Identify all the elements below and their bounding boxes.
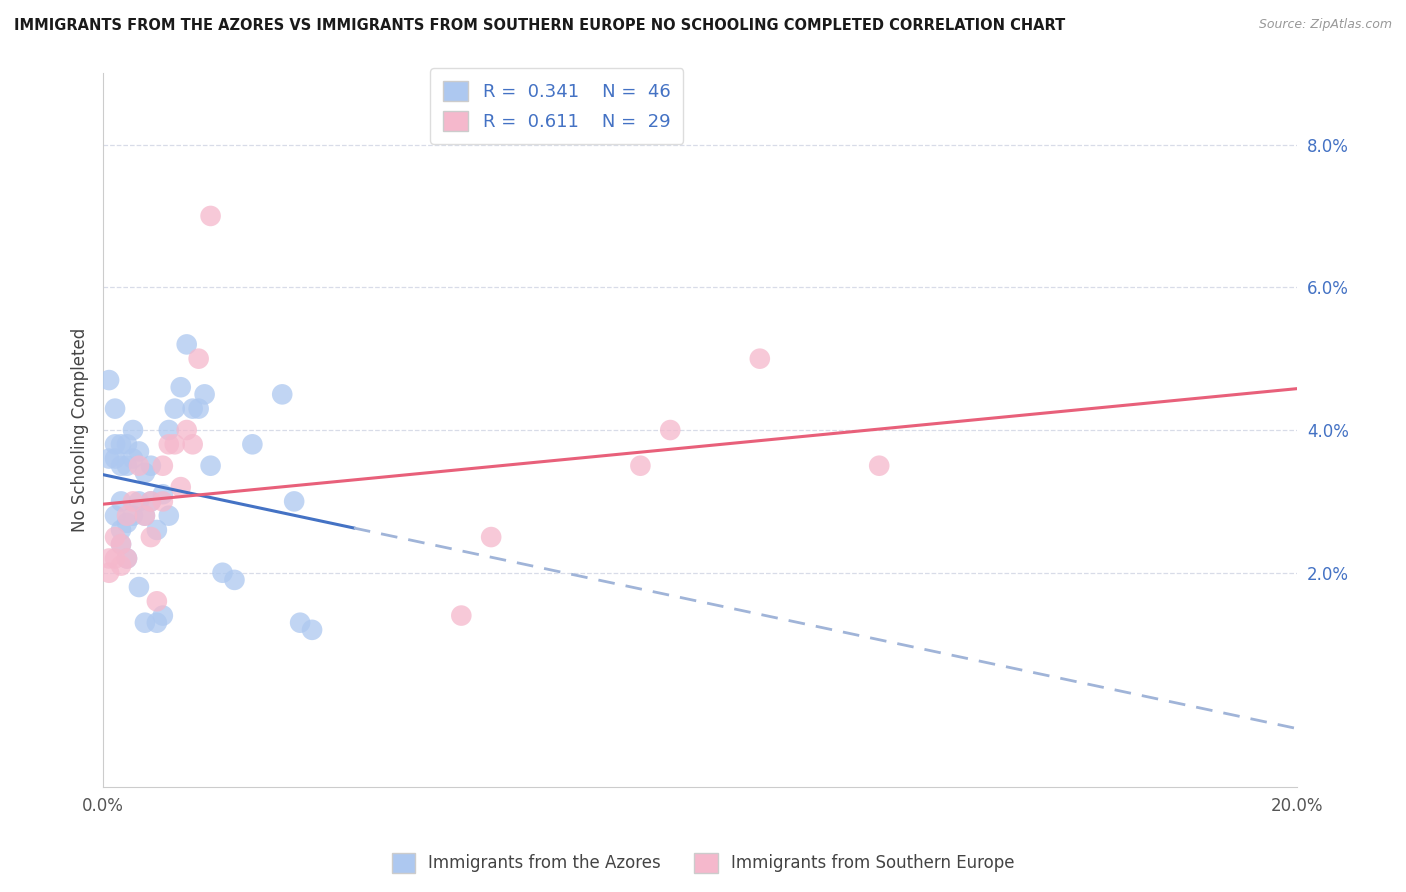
Point: [104, 551, 127, 566]
Point: [176, 423, 198, 437]
Point: [122, 423, 145, 437]
Point: [104, 508, 127, 523]
Point: [122, 508, 145, 523]
Text: IMMIGRANTS FROM THE AZORES VS IMMIGRANTS FROM SOUTHERN EUROPE NO SCHOOLING COMPL: IMMIGRANTS FROM THE AZORES VS IMMIGRANTS…: [14, 18, 1066, 33]
Point: [659, 423, 682, 437]
Point: [181, 437, 204, 451]
Point: [157, 508, 180, 523]
Point: [122, 451, 145, 466]
Point: [110, 523, 132, 537]
Point: [128, 580, 150, 594]
Point: [110, 558, 132, 573]
Point: [134, 508, 156, 523]
Point: [98, 566, 121, 580]
Point: [115, 437, 138, 451]
Point: [200, 458, 222, 473]
Point: [163, 401, 186, 416]
Point: [152, 608, 174, 623]
Point: [98, 551, 121, 566]
Point: [152, 494, 174, 508]
Point: [450, 608, 472, 623]
Point: [139, 494, 162, 508]
Point: [146, 615, 169, 630]
Point: [134, 466, 156, 480]
Point: [194, 387, 217, 401]
Point: [748, 351, 770, 366]
Point: [187, 401, 209, 416]
Text: Source: ZipAtlas.com: Source: ZipAtlas.com: [1258, 18, 1392, 31]
Point: [152, 487, 174, 501]
Point: [163, 437, 186, 451]
Point: [176, 337, 198, 351]
Point: [200, 209, 222, 223]
Point: [187, 351, 209, 366]
Point: [128, 494, 150, 508]
Point: [104, 530, 127, 544]
Point: [110, 458, 132, 473]
Point: [110, 437, 132, 451]
Point: [628, 458, 651, 473]
Point: [211, 566, 233, 580]
Point: [104, 401, 127, 416]
Point: [240, 437, 263, 451]
Point: [224, 573, 246, 587]
Point: [288, 615, 311, 630]
Point: [128, 444, 150, 458]
Point: [134, 508, 156, 523]
Point: [146, 523, 169, 537]
Point: [139, 530, 162, 544]
Legend: R =  0.341    N =  46, R =  0.611    N =  29: R = 0.341 N = 46, R = 0.611 N = 29: [430, 68, 683, 144]
Point: [139, 458, 162, 473]
Point: [146, 594, 169, 608]
Point: [115, 516, 138, 530]
Y-axis label: No Schooling Completed: No Schooling Completed: [72, 328, 89, 533]
Legend: Immigrants from the Azores, Immigrants from Southern Europe: Immigrants from the Azores, Immigrants f…: [385, 847, 1021, 880]
Point: [110, 537, 132, 551]
Point: [104, 437, 127, 451]
Point: [139, 494, 162, 508]
Point: [134, 615, 156, 630]
Point: [152, 458, 174, 473]
Point: [283, 494, 305, 508]
Point: [479, 530, 502, 544]
Point: [110, 494, 132, 508]
Point: [115, 458, 138, 473]
Point: [98, 451, 121, 466]
Point: [868, 458, 890, 473]
Point: [122, 494, 145, 508]
Point: [170, 380, 193, 394]
Point: [181, 401, 204, 416]
Point: [115, 508, 138, 523]
Point: [271, 387, 294, 401]
Point: [157, 437, 180, 451]
Point: [110, 537, 132, 551]
Point: [104, 451, 127, 466]
Point: [115, 551, 138, 566]
Point: [128, 458, 150, 473]
Point: [170, 480, 193, 494]
Point: [98, 373, 121, 387]
Point: [157, 423, 180, 437]
Point: [115, 551, 138, 566]
Point: [301, 623, 323, 637]
